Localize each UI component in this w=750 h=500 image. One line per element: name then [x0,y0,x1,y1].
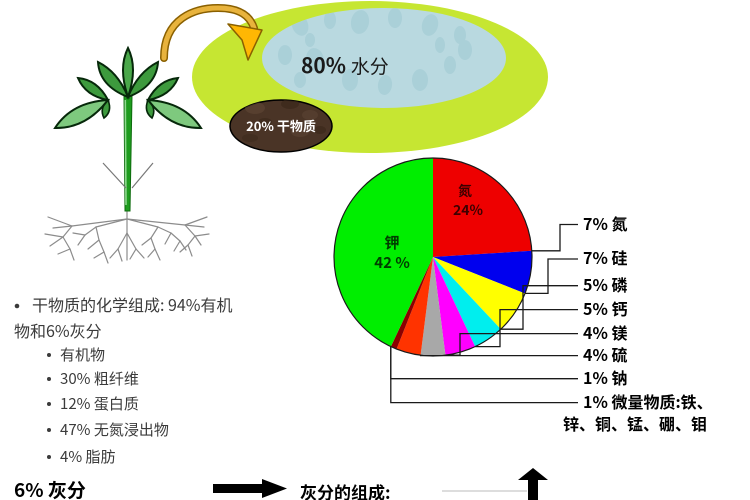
svg-text:5% 磷: 5% 磷 [583,272,627,296]
svg-text:4% 镁: 4% 镁 [583,320,627,344]
svg-text:物和6%灰分: 物和6%灰分 [14,318,102,342]
svg-text:20% 干物质: 20% 干物质 [246,116,316,135]
svg-text:钾: 钾 [384,232,399,253]
svg-text:7% 硅: 7% 硅 [583,245,627,269]
svg-text:1% 钠: 1% 钠 [583,365,627,389]
svg-text:12% 蛋白质: 12% 蛋白质 [60,393,139,414]
svg-text:氮: 氮 [458,181,472,201]
svg-text:1% 微量物质:铁、: 1% 微量物质:铁、 [583,389,713,413]
svg-text:干物质的化学组成: 94%有机: 干物质的化学组成: 94%有机 [32,292,233,316]
svg-text:有机物: 有机物 [60,344,105,365]
svg-text:锌、铜、锰、硼、钼: 锌、铜、锰、硼、钼 [563,411,707,435]
svg-text:24%: 24% [453,200,484,220]
svg-text:灰分的组成:: 灰分的组成: [300,479,391,500]
svg-text:42 %: 42 % [374,252,410,273]
svg-text:47% 无氮浸出物: 47% 无氮浸出物 [60,419,169,440]
svg-text:6% 灰分: 6% 灰分 [14,476,86,500]
svg-text:80% 水分: 80% 水分 [301,50,389,80]
svg-text:7% 氮: 7% 氮 [583,211,627,235]
svg-text:4% 脂肪: 4% 脂肪 [60,446,116,467]
svg-text:30% 粗纤维: 30% 粗纤维 [60,368,139,389]
svg-text:4% 硫: 4% 硫 [583,342,627,366]
svg-text:5% 钙: 5% 钙 [583,296,627,320]
